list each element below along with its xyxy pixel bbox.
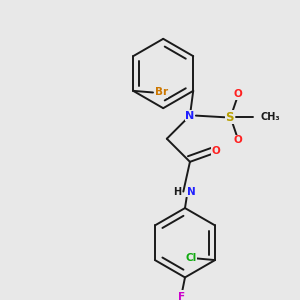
Text: O: O: [212, 146, 221, 156]
Text: O: O: [233, 89, 242, 99]
Text: F: F: [178, 292, 185, 300]
Text: N: N: [187, 187, 195, 196]
Text: Br: Br: [155, 88, 168, 98]
Text: O: O: [233, 135, 242, 146]
Text: H: H: [174, 187, 182, 196]
Text: CH₃: CH₃: [260, 112, 280, 122]
Text: N: N: [185, 111, 195, 121]
Text: Cl: Cl: [185, 254, 197, 263]
Text: S: S: [225, 111, 234, 124]
